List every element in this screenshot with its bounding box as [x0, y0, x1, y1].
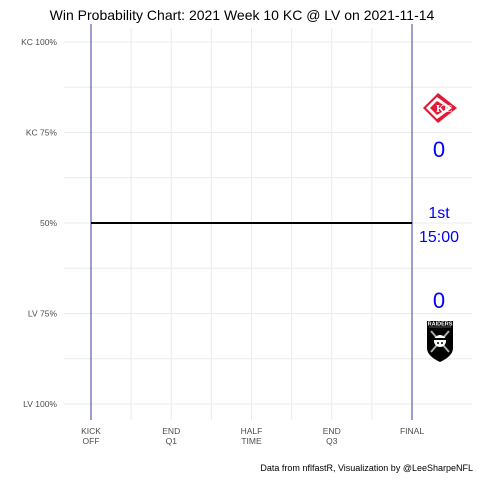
- chart-caption: Data from nflfastR, Visualization by @Le…: [260, 463, 473, 473]
- quarter-label: 1st: [428, 205, 450, 222]
- clock-label: 15:00: [419, 229, 459, 246]
- y-axis-ticks: KC 100% KC 75% 50% LV 75% LV 100%: [21, 37, 57, 409]
- y-tick-label: LV 100%: [23, 399, 57, 409]
- x-tick-label: END Q1: [162, 426, 180, 446]
- svg-text:RAIDERS: RAIDERS: [428, 322, 453, 328]
- x-tick-label: FINAL: [400, 426, 424, 436]
- x-tick-label: END Q3: [323, 426, 341, 446]
- x-tick-label: HALF TIME: [241, 426, 263, 446]
- x-tick-label: KICK OFF: [81, 426, 101, 446]
- y-tick-label: KC 75%: [26, 128, 58, 138]
- raiders-logo-icon: RAIDERS: [427, 321, 453, 362]
- chiefs-logo-icon: KC: [423, 93, 457, 123]
- x-axis-ticks: KICK OFF END Q1 HALF TIME END Q3 FINAL: [81, 426, 424, 446]
- series-layer: [90, 24, 413, 420]
- home-score: 0: [433, 137, 445, 162]
- svg-text:KC: KC: [436, 103, 453, 115]
- y-tick-label: KC 100%: [21, 37, 57, 47]
- y-tick-label: 50%: [40, 218, 57, 228]
- away-score: 0: [433, 288, 445, 313]
- chart-title: Win Probability Chart: 2021 Week 10 KC @…: [50, 7, 435, 23]
- y-tick-label: LV 75%: [28, 309, 58, 319]
